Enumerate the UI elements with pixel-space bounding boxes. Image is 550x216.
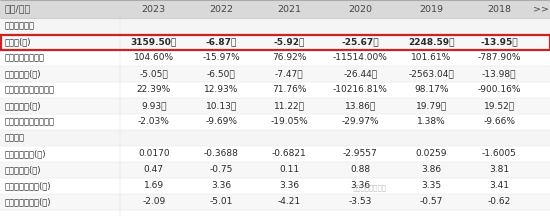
Text: 3.36: 3.36 — [211, 181, 232, 191]
Bar — [0, 98, 550, 114]
Text: 3.81: 3.81 — [489, 165, 509, 175]
Text: -11514.00%: -11514.00% — [333, 54, 388, 62]
Text: 3.86: 3.86 — [421, 165, 442, 175]
Text: -25.67亿: -25.67亿 — [342, 38, 379, 46]
Text: 2018: 2018 — [487, 5, 511, 13]
Text: -0.75: -0.75 — [210, 165, 233, 175]
Text: 3.35: 3.35 — [421, 181, 442, 191]
Text: 0.88: 0.88 — [350, 165, 370, 175]
Text: 扣非净利润(元): 扣非净利润(元) — [5, 70, 41, 78]
Text: -6.87亿: -6.87亿 — [206, 38, 237, 46]
Text: 基本每股收益(元): 基本每股收益(元) — [5, 149, 47, 159]
Text: 每股净资产(元): 每股净资产(元) — [5, 165, 41, 175]
Text: 2020: 2020 — [348, 5, 372, 13]
Text: 0.11: 0.11 — [279, 165, 299, 175]
Text: -15.97%: -15.97% — [202, 54, 240, 62]
Text: -900.16%: -900.16% — [477, 86, 521, 95]
Text: 扣非净利润同比增长率: 扣非净利润同比增长率 — [5, 86, 55, 95]
Text: -1.6005: -1.6005 — [482, 149, 516, 159]
Bar — [0, 146, 550, 162]
Text: 0.0170: 0.0170 — [138, 149, 169, 159]
Bar — [0, 130, 550, 146]
Bar — [0, 18, 550, 34]
Text: 公众号：博望财经: 公众号：博望财经 — [353, 185, 387, 191]
Text: 净利润同比增长率: 净利润同比增长率 — [5, 54, 45, 62]
Text: 0.0259: 0.0259 — [416, 149, 447, 159]
Text: 每股未分配利润(元): 每股未分配利润(元) — [5, 197, 52, 206]
Text: 76.92%: 76.92% — [272, 54, 306, 62]
Text: 19.52亿: 19.52亿 — [483, 102, 515, 111]
Text: 22.39%: 22.39% — [136, 86, 171, 95]
Text: 12.93%: 12.93% — [204, 86, 239, 95]
Text: 营业总收入同比增长率: 营业总收入同比增长率 — [5, 118, 55, 127]
Text: 净利润(元): 净利润(元) — [5, 38, 31, 46]
Text: -2.03%: -2.03% — [138, 118, 169, 127]
Text: -5.05亿: -5.05亿 — [139, 70, 168, 78]
Text: -0.57: -0.57 — [420, 197, 443, 206]
Text: 98.17%: 98.17% — [414, 86, 449, 95]
Bar — [0, 178, 550, 194]
Text: -2563.04万: -2563.04万 — [409, 70, 454, 78]
Bar — [0, 114, 550, 130]
Bar — [0, 82, 550, 98]
Text: -13.95亿: -13.95亿 — [480, 38, 518, 46]
Text: 101.61%: 101.61% — [411, 54, 452, 62]
Text: -7.47亿: -7.47亿 — [274, 70, 304, 78]
Text: 10.13亿: 10.13亿 — [206, 102, 237, 111]
Text: 每股指标: 每股指标 — [5, 133, 25, 143]
Text: 11.22亿: 11.22亿 — [273, 102, 305, 111]
Text: 营业总收入(元): 营业总收入(元) — [5, 102, 41, 111]
Text: 3.36: 3.36 — [279, 181, 299, 191]
Text: >>: >> — [534, 5, 549, 13]
Text: 3.41: 3.41 — [489, 181, 509, 191]
Text: 3159.50万: 3159.50万 — [130, 38, 177, 46]
Text: -5.92亿: -5.92亿 — [273, 38, 305, 46]
Text: -13.98亿: -13.98亿 — [482, 70, 516, 78]
Text: -26.44亿: -26.44亿 — [343, 70, 377, 78]
Text: -5.01: -5.01 — [210, 197, 233, 206]
Text: -787.90%: -787.90% — [477, 54, 521, 62]
Text: 0.47: 0.47 — [144, 165, 164, 175]
Text: -19.05%: -19.05% — [270, 118, 308, 127]
Text: 科目/年度: 科目/年度 — [5, 5, 31, 13]
Text: 1.69: 1.69 — [144, 181, 164, 191]
Text: -9.69%: -9.69% — [205, 118, 238, 127]
Bar — [0, 0, 550, 18]
Text: 2248.59万: 2248.59万 — [408, 38, 455, 46]
Text: 104.60%: 104.60% — [134, 54, 174, 62]
Text: 2019: 2019 — [420, 5, 443, 13]
Text: -0.62: -0.62 — [487, 197, 511, 206]
Text: -10216.81%: -10216.81% — [333, 86, 388, 95]
Text: -4.21: -4.21 — [277, 197, 301, 206]
Text: 每股资本公积金(元): 每股资本公积金(元) — [5, 181, 52, 191]
Bar — [0, 34, 550, 50]
Text: 1.38%: 1.38% — [417, 118, 446, 127]
Text: 9.93亿: 9.93亿 — [141, 102, 167, 111]
Text: -29.97%: -29.97% — [342, 118, 379, 127]
Text: 2022: 2022 — [210, 5, 233, 13]
Text: 2023: 2023 — [142, 5, 166, 13]
Text: -0.3688: -0.3688 — [204, 149, 239, 159]
Text: -2.09: -2.09 — [142, 197, 166, 206]
Bar — [0, 66, 550, 82]
Bar — [1, 35, 549, 49]
Text: -2.9557: -2.9557 — [343, 149, 378, 159]
Bar — [0, 162, 550, 178]
Text: -6.50亿: -6.50亿 — [207, 70, 236, 78]
Text: 71.76%: 71.76% — [272, 86, 306, 95]
Text: 3.36: 3.36 — [350, 181, 370, 191]
Text: -9.66%: -9.66% — [483, 118, 515, 127]
Text: -3.53: -3.53 — [349, 197, 372, 206]
Text: 19.79亿: 19.79亿 — [416, 102, 447, 111]
Bar — [0, 194, 550, 210]
Text: 成长能力指标: 成长能力指标 — [5, 22, 35, 30]
Text: 13.86亿: 13.86亿 — [345, 102, 376, 111]
Text: 2021: 2021 — [277, 5, 301, 13]
Text: -0.6821: -0.6821 — [272, 149, 306, 159]
Bar — [0, 50, 550, 66]
